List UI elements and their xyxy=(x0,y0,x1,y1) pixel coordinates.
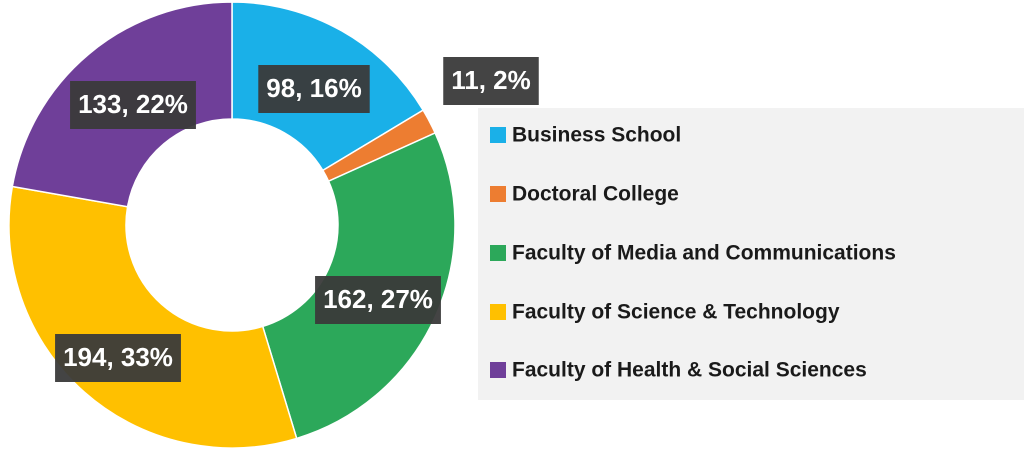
legend-swatch xyxy=(490,362,506,378)
legend-swatch xyxy=(490,304,506,320)
data-label: 162, 27% xyxy=(315,276,441,324)
legend-label: Faculty of Health & Social Sciences xyxy=(512,359,867,382)
data-label-box xyxy=(55,334,181,382)
legend-box xyxy=(478,108,1024,400)
data-label-text: 194, 33% xyxy=(63,342,173,372)
data-label-box xyxy=(70,81,196,129)
legend-label: Faculty of Media and Communications xyxy=(512,242,896,265)
legend-label: Doctoral College xyxy=(512,183,679,206)
donut-slice xyxy=(8,185,298,449)
data-label-box xyxy=(258,65,370,113)
data-label-text: 133, 22% xyxy=(78,89,188,119)
data-label: 98, 16% xyxy=(258,65,370,113)
legend-swatch xyxy=(490,245,506,261)
data-label-box xyxy=(315,276,441,324)
data-label-text: 98, 16% xyxy=(266,73,361,103)
legend-label: Faculty of Science & Technology xyxy=(512,301,840,324)
data-label-text: 162, 27% xyxy=(323,284,433,314)
data-label: 133, 22% xyxy=(70,81,196,129)
data-label: 11, 2% xyxy=(443,57,539,105)
data-label-box xyxy=(443,57,539,105)
legend-swatch xyxy=(490,127,506,143)
legend-label: Business School xyxy=(512,124,681,147)
legend-swatch xyxy=(490,186,506,202)
data-label-text: 11, 2% xyxy=(451,65,531,95)
data-label: 194, 33% xyxy=(55,334,181,382)
